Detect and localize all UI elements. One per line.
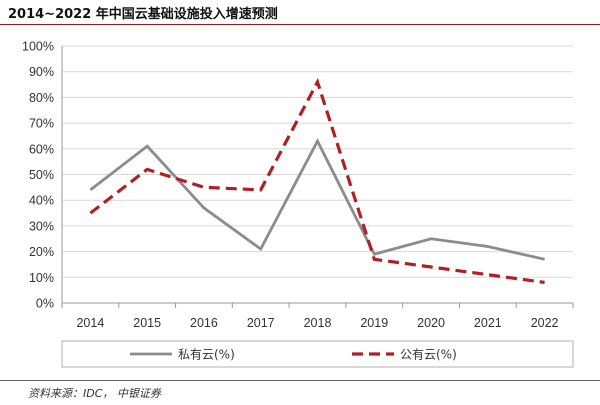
x-tick-label: 2021: [474, 316, 502, 330]
y-tick-label: 50%: [29, 168, 54, 182]
line-chart: 0%10%20%30%40%50%60%70%80%90%100% 2014 20…: [22, 40, 574, 368]
series-line-public-cloud: [89, 77, 545, 284]
x-tick-label: 2014: [76, 316, 104, 330]
y-tick-label: 20%: [29, 245, 54, 259]
legend-label: 私有云(%): [178, 348, 235, 362]
y-tick-label: 40%: [29, 194, 54, 208]
y-tick-label: 60%: [29, 142, 54, 156]
y-tick-label: 0%: [36, 297, 54, 311]
x-tick-label: 2015: [133, 316, 161, 330]
chart-title: 2014~2022 年中国云基础设施投入增速预测: [8, 7, 278, 22]
legend-label: 公有云(%): [400, 348, 457, 362]
y-tick-label: 70%: [29, 117, 54, 131]
gridlines: [62, 45, 573, 278]
y-tick-labels: 0% 10% 20% 30% 40% 50% 60% 70% 80% 90% 100%: [22, 40, 54, 311]
y-tick-label: 100%: [22, 40, 54, 54]
series-lines: [89, 77, 545, 284]
footer-divider: [0, 380, 600, 381]
x-tick-label: 2016: [190, 316, 218, 330]
x-tick-label: 2017: [247, 316, 275, 330]
x-tick-label: 2019: [360, 316, 388, 330]
legend: 私有云(%) 公有云(%): [61, 340, 574, 368]
source-note: 资料来源：IDC， 中银证券: [28, 387, 161, 400]
y-tick-label: 80%: [29, 91, 54, 105]
y-tick-label: 30%: [29, 219, 54, 233]
x-tick-label: 2022: [531, 316, 559, 330]
y-tick-label: 10%: [29, 271, 54, 285]
axes: [61, 46, 574, 308]
series-line-private-cloud: [89, 138, 545, 261]
x-tick-label: 2018: [304, 316, 332, 330]
title-divider: [0, 24, 600, 25]
x-tick-label: 2020: [417, 316, 445, 330]
x-tick-labels: 2014 2015 2016 2017 2018 2019 2020 2021 2022: [76, 316, 558, 330]
y-tick-label: 90%: [29, 65, 54, 79]
